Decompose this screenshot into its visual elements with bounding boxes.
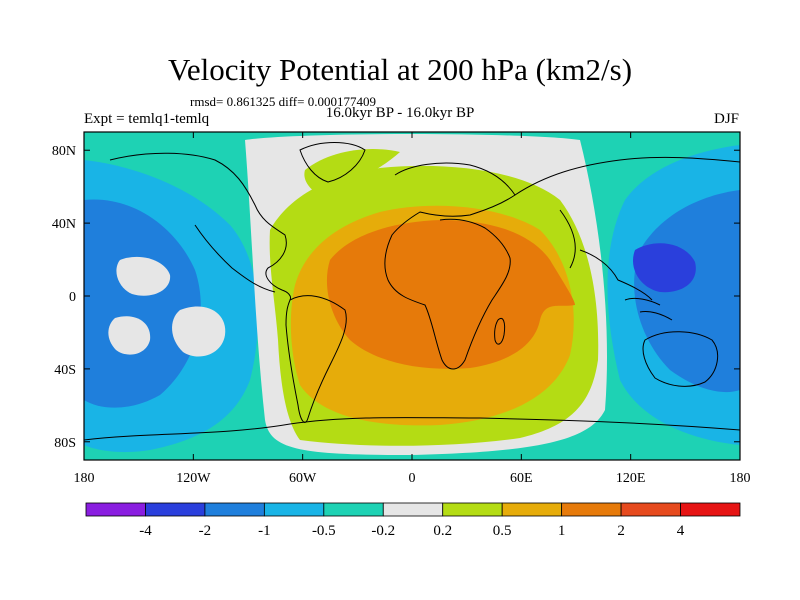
x-tick-label: 180 — [730, 471, 751, 486]
chart-title: Velocity Potential at 200 hPa (km2/s) — [167, 52, 633, 87]
contour-band-near-zero-pacific-b — [172, 306, 226, 357]
colorbar-level-label: -4 — [139, 523, 152, 539]
colorbar-level-label: -0.2 — [371, 523, 395, 539]
x-axis: 180 120W 60W 0 60E 120E 180 — [74, 132, 751, 486]
colorbar-swatch — [204, 502, 265, 517]
season-label: DJF — [713, 111, 739, 127]
contour-band-negative-4-west-pacific — [632, 243, 696, 293]
colorbar-swatch — [263, 502, 325, 517]
colorbar-swatch — [501, 502, 563, 517]
coastline-south-america — [285, 295, 347, 423]
y-axis: 80N 40N 0 40S 80S — [52, 144, 740, 451]
colorbar-level-label: -2 — [199, 523, 212, 539]
colorbar-level-label: -1 — [258, 523, 271, 539]
y-tick-label: 80S — [54, 436, 76, 451]
colorbar-level-label: 0.5 — [493, 523, 512, 539]
coastline-asia — [514, 156, 740, 301]
contour-band-near-zero-pacific-c — [108, 316, 151, 355]
coastline-europe-africa — [384, 162, 516, 370]
contour-band-positive-1 — [326, 220, 575, 369]
y-tick-label: 80N — [52, 144, 76, 159]
x-tick-label: 60W — [289, 471, 317, 486]
colorbar-swatch — [85, 502, 146, 517]
x-tick-label: 120W — [176, 471, 211, 486]
coastline-north-america — [109, 152, 291, 301]
y-tick-label: 0 — [69, 290, 76, 305]
coastline-west-americas — [194, 224, 276, 293]
contour-fill-layer — [84, 132, 740, 460]
x-tick-label: 60E — [510, 471, 533, 486]
colorbar-level-label: 4 — [677, 523, 685, 539]
colorbar-swatch — [620, 502, 681, 517]
experiment-label: Expt = temlq1-temlq — [84, 111, 210, 127]
colorbar-swatch — [561, 502, 622, 517]
x-tick-label: 120E — [616, 471, 646, 486]
coastline-madagascar — [494, 317, 506, 345]
coastline-maritime-continent — [624, 297, 673, 321]
contour-band-negative-2-east-pacific — [84, 199, 201, 408]
coastline-antarctica — [84, 417, 740, 441]
x-tick-label: 0 — [409, 471, 416, 486]
colorbar-swatch — [680, 502, 741, 517]
stats-line: rmsd= 0.861325 diff= 0.000177409 — [190, 94, 376, 109]
colorbar-level-label: 1 — [558, 523, 566, 539]
contour-band-near-zero-pacific-a — [116, 256, 171, 296]
colorbar-level-label: 2 — [617, 523, 625, 539]
colorbar-level-label: -0.5 — [312, 523, 336, 539]
y-tick-label: 40N — [52, 217, 76, 232]
colorbar-swatch — [323, 502, 384, 517]
coastline-layer — [84, 142, 740, 441]
colorbar-swatch — [442, 502, 503, 517]
chart-subtitle: 16.0kyr BP - 16.0kyr BP — [325, 105, 475, 121]
coastline-greenland — [299, 142, 366, 183]
colorbar: -4 -2 -1 -0.5 -0.2 0.2 0.5 1 2 4 — [85, 502, 741, 539]
coastline-australia — [642, 331, 719, 387]
y-tick-label: 40S — [54, 363, 76, 378]
colorbar-swatch — [145, 502, 206, 517]
contour-band-positive-0.2-north — [304, 149, 400, 195]
colorbar-swatch — [382, 502, 444, 517]
colorbar-level-label: 0.2 — [433, 523, 452, 539]
x-tick-label: 180 — [74, 471, 95, 486]
